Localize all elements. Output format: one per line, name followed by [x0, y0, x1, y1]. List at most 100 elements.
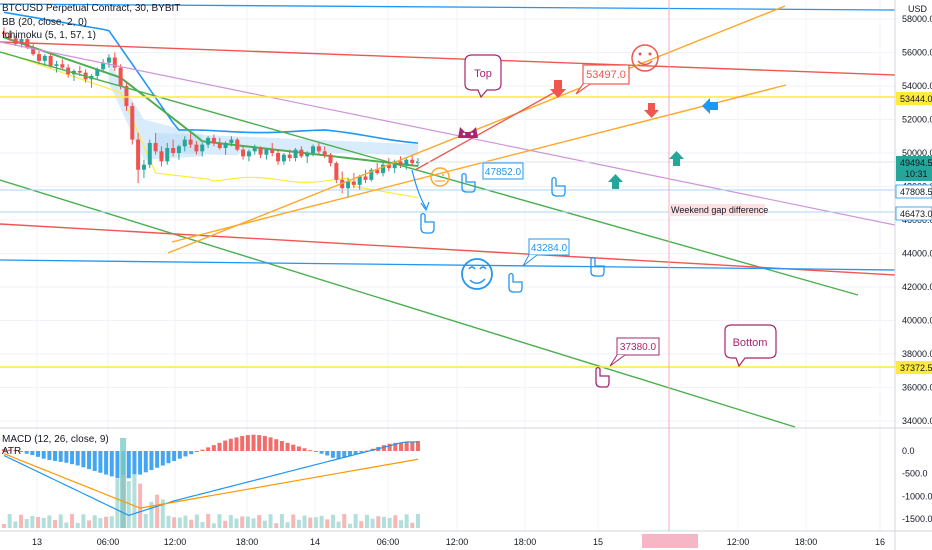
atr-bar	[393, 515, 398, 528]
bottom-callout[interactable]: Bottom	[724, 324, 777, 368]
candle-body	[346, 181, 351, 189]
atr-bar	[364, 514, 369, 528]
macd-histogram-bar	[149, 451, 154, 471]
atr-bar	[330, 514, 335, 528]
atr-bar	[291, 514, 296, 528]
time-tick-label: 12:00	[446, 537, 469, 547]
atr-bar	[245, 516, 250, 528]
atr-bar	[98, 518, 103, 528]
time-tick-label: 18:00	[514, 537, 537, 547]
macd-histogram-bar	[183, 451, 188, 457]
macd-histogram-bar	[296, 446, 301, 451]
macd-histogram-bar	[342, 451, 347, 458]
atr-bar	[126, 481, 131, 528]
badge-46473: 46473.0	[895, 206, 932, 221]
svg-text:53444.0: 53444.0	[900, 94, 932, 104]
atr-bar	[262, 520, 267, 528]
macd-histogram-bar	[30, 451, 35, 456]
atr-bar	[41, 517, 46, 528]
smiley-red-icon	[631, 44, 659, 72]
macd-histogram-bar	[177, 451, 182, 459]
macd-histogram-bar	[58, 451, 63, 462]
bb-indicator-label[interactable]: BB (20, close, 2, 0)	[2, 17, 88, 28]
top-callout[interactable]: Top	[464, 54, 502, 99]
channel-orange-upper	[167, 5, 786, 254]
atr-bar	[115, 478, 120, 528]
macd-histogram-bar	[336, 451, 341, 460]
ichimoku-indicator-label[interactable]: Ichimoku (5, 1, 57, 1)	[2, 30, 96, 41]
atr-indicator-label[interactable]: ATR	[2, 446, 22, 457]
trendline-green-lower	[0, 179, 796, 428]
atr-bar	[194, 514, 199, 528]
candle-body	[2, 32, 6, 35]
macd-histogram-bar	[302, 448, 307, 451]
macd-histogram-bar	[274, 439, 279, 451]
atr-bar	[336, 521, 341, 528]
macd-histogram-bar	[98, 451, 103, 473]
candle-body	[276, 153, 281, 162]
time-tick-label: 12:00	[164, 537, 187, 547]
atr-bar	[279, 514, 284, 528]
curved-arrow	[411, 169, 427, 209]
macd-histogram-bar	[416, 441, 420, 451]
price-tick-label: 34000.0	[902, 416, 932, 426]
atr-bar	[240, 516, 245, 528]
hand-pointer-magenta-icon	[595, 366, 610, 388]
atr-bar	[75, 522, 80, 528]
arrow-down-red-icon-2	[644, 103, 659, 118]
macd-histogram-bar	[2, 449, 6, 451]
trendline-drawings[interactable]	[0, 3, 896, 428]
macd-histogram-bar	[172, 451, 177, 461]
atr-bar	[347, 523, 352, 528]
arrow-up-teal-icon-2	[608, 174, 623, 189]
macd-histogram-bar	[347, 451, 352, 456]
atr-bar	[58, 514, 63, 528]
price-tag-53497[interactable]: 53497.0	[575, 64, 630, 95]
macd-axis[interactable]: 0.0 -500.0 -1000.0 -1500.0	[902, 446, 932, 524]
atr-bar	[257, 515, 262, 528]
atr-bar	[64, 522, 69, 528]
time-tick-label: 18:00	[795, 537, 818, 547]
macd-tick-label: -1500.0	[902, 514, 932, 524]
price-tag-43284[interactable]: 43284.0	[522, 238, 570, 267]
macd-histogram-bar	[24, 451, 29, 454]
price-tag-37380[interactable]: 37380.0	[609, 337, 660, 367]
atr-bar	[234, 518, 239, 528]
atr-bar	[416, 514, 420, 528]
candle-body	[311, 146, 316, 153]
macd-tick-label: -1000.0	[902, 491, 932, 501]
weekend-gap-note[interactable]: Weekend gap difference	[669, 204, 768, 216]
candle-body	[305, 153, 310, 157]
price-tag-47852[interactable]: 47852.0	[482, 162, 524, 180]
atr-bar	[81, 514, 86, 528]
candle-body	[7, 34, 12, 39]
candle-body	[147, 142, 152, 165]
svg-text:46473.0: 46473.0	[900, 209, 932, 219]
macd-histogram-bar	[313, 451, 318, 452]
atr-bar	[172, 517, 177, 528]
candle-body	[287, 154, 292, 159]
atr-bar-highlight	[120, 438, 127, 528]
candle-body	[229, 139, 234, 143]
face-blue-icon	[461, 258, 493, 290]
macd-histogram-bar	[104, 451, 109, 475]
candle-body	[159, 151, 164, 162]
candle-body	[60, 64, 65, 68]
macd-tick-label: -500.0	[902, 469, 928, 479]
atr-bar	[177, 517, 182, 528]
candle-body	[392, 161, 397, 169]
candle-body	[188, 139, 193, 145]
projection-line	[414, 90, 558, 171]
atr-bar	[296, 519, 301, 528]
macd-histogram-bar	[92, 451, 97, 471]
macd-histogram-bar	[268, 437, 273, 451]
bb-basis-line	[3, 36, 419, 168]
candle-body	[334, 163, 339, 180]
macd-histogram-bar	[353, 451, 358, 455]
macd-indicator-label[interactable]: MACD (12, 26, close, 9)	[2, 434, 109, 445]
macd-histogram-bar	[143, 451, 148, 473]
price-tag-53497-label: 53497.0	[586, 69, 626, 81]
arrow-left-blue-icon	[702, 98, 718, 114]
